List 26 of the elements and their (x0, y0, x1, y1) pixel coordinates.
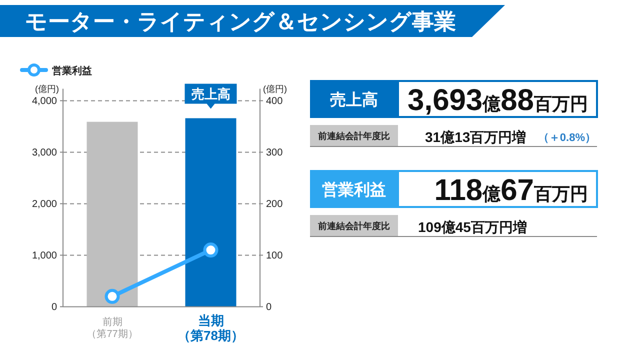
text: 118億67百万円 (434, 174, 588, 207)
y2-tick-label: 400 (266, 96, 284, 108)
legend-label: 営業利益 (52, 65, 92, 77)
y-axis-title: (億円) (35, 84, 59, 94)
y-tick-label: 0 (51, 302, 58, 314)
x-tick-label: 当期（第78期） (178, 313, 244, 343)
y2-tick-label: 300 (266, 148, 284, 159)
text: 売上高 (330, 90, 378, 109)
text: 109億45百万円増 (418, 219, 527, 235)
y2-tick-label: 200 (266, 199, 284, 210)
text: （＋0.8%） (538, 132, 596, 144)
y-tick-label: 2,000 (32, 199, 58, 210)
text: 31億13百万円増 (425, 129, 526, 145)
chart-title: モーター・ライティング＆センシング事業 (25, 9, 456, 34)
y-tick-label: 1,000 (32, 250, 58, 262)
y-tick-label: 4,000 (32, 96, 58, 108)
text: 前連結会計年度比 (317, 221, 390, 231)
y2-axis-title: (億円) (263, 84, 287, 94)
text: 前連結会計年度比 (317, 131, 390, 141)
x-tick-label: 前期（第77期） (86, 316, 138, 340)
annotation: 売上高 (191, 86, 230, 102)
y2-tick-label: 100 (266, 250, 284, 262)
y2-tick-label: 0 (266, 302, 272, 314)
text: 営業利益 (322, 181, 386, 199)
text: 3,693億88百万円 (408, 84, 588, 117)
y-tick-label: 3,000 (32, 148, 58, 159)
